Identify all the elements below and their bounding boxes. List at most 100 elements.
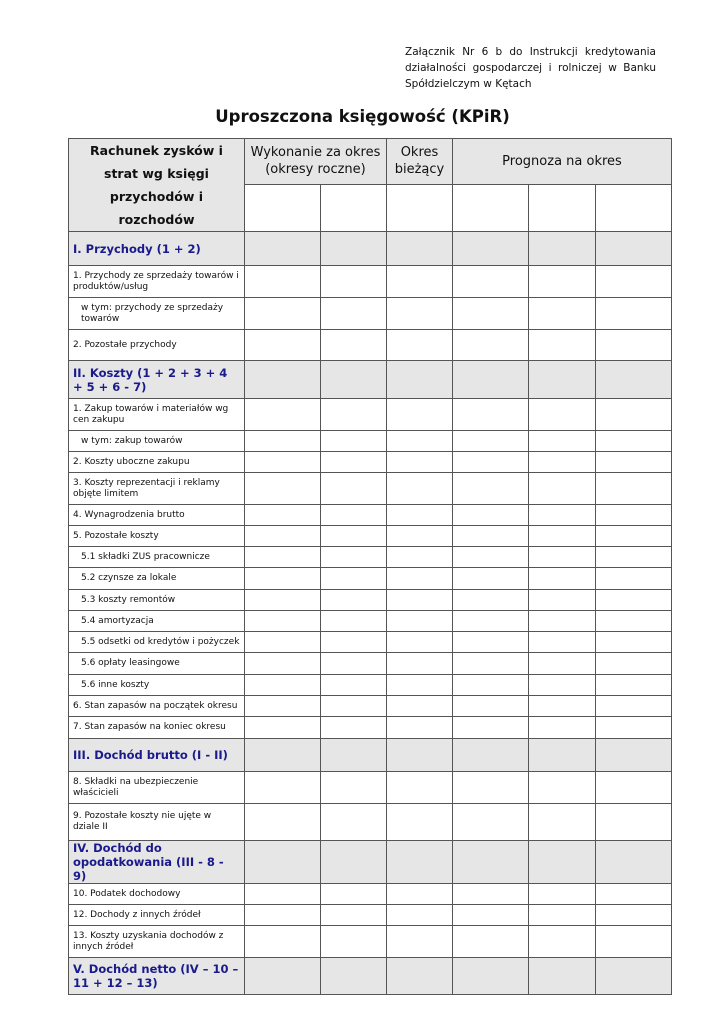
value-cell[interactable] (528, 451, 596, 473)
value-cell[interactable] (320, 525, 387, 547)
value-cell[interactable] (320, 716, 387, 739)
value-cell[interactable] (595, 631, 672, 653)
value-cell[interactable] (386, 631, 453, 653)
value-cell[interactable] (528, 738, 596, 772)
value-cell[interactable] (528, 674, 596, 696)
value-cell[interactable] (244, 504, 321, 526)
value-cell[interactable] (386, 771, 453, 804)
value-cell[interactable] (386, 738, 453, 772)
value-cell[interactable] (386, 925, 453, 958)
value-cell[interactable] (386, 883, 453, 905)
value-cell[interactable] (386, 265, 453, 298)
value-cell[interactable] (244, 610, 321, 632)
value-cell[interactable] (528, 360, 596, 399)
value-cell[interactable] (595, 957, 672, 995)
value-cell[interactable] (244, 546, 321, 568)
value-cell[interactable] (320, 957, 387, 995)
value-cell[interactable] (244, 674, 321, 696)
value-cell[interactable] (528, 716, 596, 739)
value-cell[interactable] (320, 738, 387, 772)
value-cell[interactable] (595, 652, 672, 675)
value-cell[interactable] (595, 904, 672, 926)
value-cell[interactable] (528, 652, 596, 675)
value-cell[interactable] (528, 525, 596, 547)
value-cell[interactable] (320, 231, 387, 266)
value-cell[interactable] (244, 430, 321, 452)
value-cell[interactable] (244, 652, 321, 675)
value-cell[interactable] (320, 631, 387, 653)
value-cell[interactable] (452, 925, 529, 958)
value-cell[interactable] (244, 738, 321, 772)
value-cell[interactable] (244, 883, 321, 905)
value-cell[interactable] (386, 525, 453, 547)
value-cell[interactable] (320, 567, 387, 590)
value-cell[interactable] (595, 297, 672, 330)
value-cell[interactable] (320, 398, 387, 431)
value-cell[interactable] (452, 231, 529, 266)
value-cell[interactable] (452, 803, 529, 841)
value-cell[interactable] (386, 803, 453, 841)
value-cell[interactable] (244, 231, 321, 266)
value-cell[interactable] (452, 504, 529, 526)
value-cell[interactable] (386, 472, 453, 505)
value-cell[interactable] (244, 525, 321, 547)
value-cell[interactable] (452, 451, 529, 473)
value-cell[interactable] (595, 398, 672, 431)
value-cell[interactable] (528, 957, 596, 995)
value-cell[interactable] (244, 803, 321, 841)
value-cell[interactable] (386, 716, 453, 739)
value-cell[interactable] (452, 610, 529, 632)
value-cell[interactable] (386, 451, 453, 473)
value-cell[interactable] (386, 567, 453, 590)
value-cell[interactable] (452, 546, 529, 568)
value-cell[interactable] (320, 610, 387, 632)
value-cell[interactable] (320, 297, 387, 330)
value-cell[interactable] (595, 329, 672, 361)
value-cell[interactable] (528, 329, 596, 361)
value-cell[interactable] (595, 925, 672, 958)
value-cell[interactable] (386, 430, 453, 452)
value-cell[interactable] (244, 840, 321, 884)
value-cell[interactable] (320, 652, 387, 675)
value-cell[interactable] (320, 472, 387, 505)
value-cell[interactable] (320, 904, 387, 926)
value-cell[interactable] (386, 695, 453, 717)
value-cell[interactable] (320, 803, 387, 841)
value-cell[interactable] (452, 631, 529, 653)
value-cell[interactable] (528, 589, 596, 611)
value-cell[interactable] (595, 546, 672, 568)
value-cell[interactable] (320, 265, 387, 298)
value-cell[interactable] (244, 589, 321, 611)
value-cell[interactable] (452, 589, 529, 611)
value-cell[interactable] (386, 957, 453, 995)
value-cell[interactable] (386, 329, 453, 361)
header-cell[interactable] (386, 183, 453, 233)
value-cell[interactable] (320, 451, 387, 473)
value-cell[interactable] (320, 840, 387, 884)
value-cell[interactable] (244, 472, 321, 505)
value-cell[interactable] (595, 567, 672, 590)
value-cell[interactable] (528, 265, 596, 298)
value-cell[interactable] (244, 957, 321, 995)
value-cell[interactable] (452, 265, 529, 298)
value-cell[interactable] (244, 265, 321, 298)
value-cell[interactable] (320, 771, 387, 804)
value-cell[interactable] (452, 904, 529, 926)
header-cell[interactable] (244, 183, 321, 233)
value-cell[interactable] (320, 430, 387, 452)
value-cell[interactable] (528, 567, 596, 590)
value-cell[interactable] (595, 716, 672, 739)
value-cell[interactable] (244, 904, 321, 926)
value-cell[interactable] (452, 716, 529, 739)
header-cell[interactable] (528, 183, 596, 233)
value-cell[interactable] (595, 610, 672, 632)
value-cell[interactable] (595, 451, 672, 473)
value-cell[interactable] (528, 631, 596, 653)
value-cell[interactable] (528, 883, 596, 905)
header-cell[interactable] (595, 183, 672, 233)
value-cell[interactable] (452, 695, 529, 717)
header-cell[interactable] (452, 183, 529, 233)
value-cell[interactable] (386, 297, 453, 330)
value-cell[interactable] (528, 925, 596, 958)
value-cell[interactable] (452, 652, 529, 675)
